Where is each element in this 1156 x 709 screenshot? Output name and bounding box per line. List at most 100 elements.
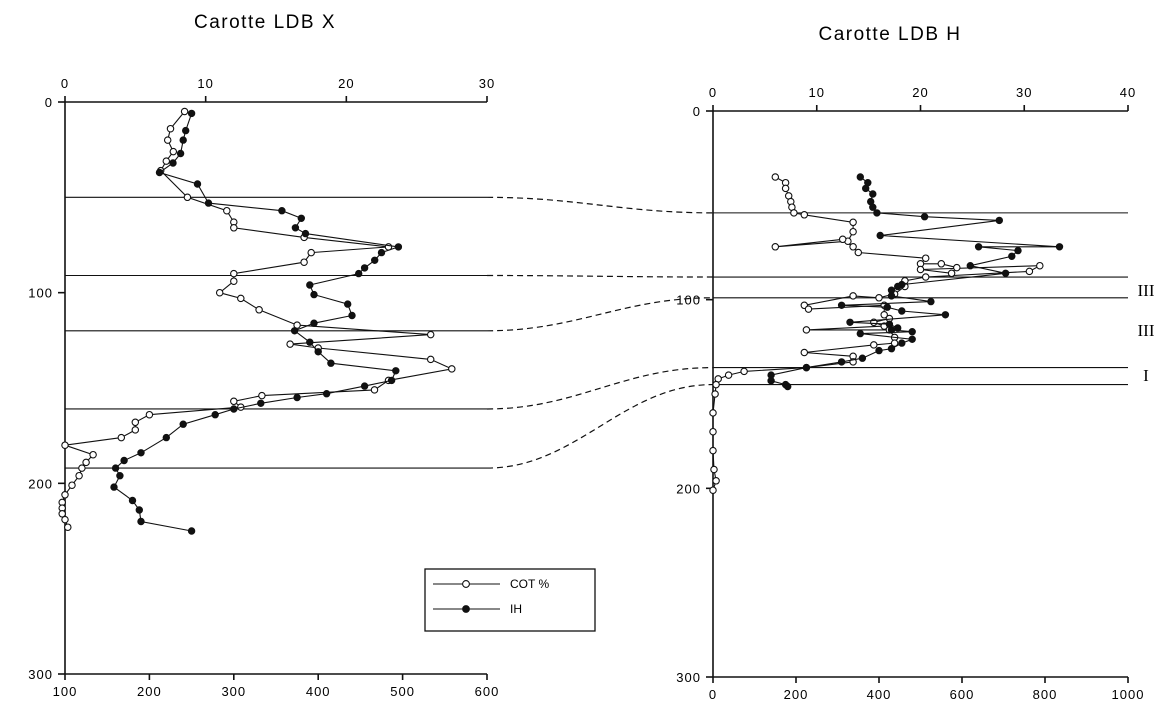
left-ih-point [355,269,363,278]
left-cot-point [300,258,308,266]
left-ih-point [211,411,219,419]
left-ih-point [111,464,120,472]
legend: COT % IH [424,568,596,632]
left-cot-point [166,124,175,133]
left-ih-point [169,159,177,167]
left-cot-point [58,510,66,518]
left-ih-point [278,207,286,215]
left-bottom-tick-label: 500 [390,684,415,699]
left-ih-point [176,149,185,158]
left-cot-point [61,491,69,499]
right-cot-point [880,311,888,319]
right-ih-point [767,377,775,385]
left-cot-point [426,355,435,364]
left-cot-point [237,294,245,303]
right-cot-point [709,427,717,436]
right-ih-point [894,324,902,332]
left-ih-point [322,390,331,398]
left-cot-point [183,193,192,202]
right-ih-point [1008,252,1016,260]
legend-marker [462,580,470,588]
left-cot-point [258,391,266,400]
left-ih-point [306,281,314,289]
right-ih-point [875,346,883,355]
left-bottom-tick-label: 300 [221,684,246,699]
right-ih-point [894,282,902,291]
right-cot-point [711,390,719,398]
right-cot-point [916,265,925,274]
right-ih-point [974,243,983,251]
right-cot-series-line [712,176,1041,491]
left-ih-point [162,433,171,442]
right-cot-point [947,269,956,278]
right-ih-point [966,262,974,270]
left-ih-point [290,327,299,335]
right-ih-point [846,318,854,326]
right-top-tick-label: 10 [809,85,825,100]
right-y-tick-label: 300 [676,670,701,685]
left-cot-point [426,330,435,339]
left-cot-point [64,523,72,531]
left-ih-point [230,405,238,413]
left-cot-point [61,515,69,524]
right-ih-point [856,173,864,181]
left-top-tick-label: 20 [338,76,354,91]
right-ih-point [941,311,950,319]
right-bottom-tick-label: 200 [784,687,809,702]
right-ih-point [802,363,811,372]
left-ih-point [348,311,356,320]
left-ih-point [182,126,190,135]
right-ih-point [908,328,916,336]
left-ih-point [394,243,403,251]
right-cot-point [771,173,780,181]
left-cot-point [68,481,76,489]
right-bottom-tick-label: 800 [1033,687,1058,702]
right-bottom-tick-label: 0 [709,687,717,702]
left-ih-point [179,136,187,144]
right-ih-point [876,231,884,240]
left-cot-point [286,340,294,348]
right-y-tick-label: 100 [676,293,701,308]
legend-label: COT % [510,577,549,591]
right-top-tick-label: 30 [1016,85,1032,100]
left-ih-point [327,359,335,367]
right-cot-point [854,248,863,257]
right-ih-point [887,292,896,300]
right-top-tick-label: 0 [709,85,717,100]
left-y-tick-label: 200 [28,476,53,491]
right-bottom-tick-label: 400 [867,687,892,702]
left-cot-point [75,471,83,480]
right-cot-point [800,348,809,357]
right-cot-point [740,367,748,376]
right-cot-point [771,243,780,251]
left-top-tick-label: 30 [479,76,495,91]
left-y-tick-label: 300 [28,667,53,682]
right-cot-point [1036,261,1044,270]
correlation-connectors [486,196,714,469]
right-cot-point [712,380,720,389]
left-ih-point [377,248,386,257]
right-top-tick-label: 20 [912,85,928,100]
right-cot-point [937,260,946,268]
right-ih-point [1001,269,1010,277]
right-ih-point [898,307,906,315]
left-cot-point [163,136,172,144]
right-cot-point [724,371,733,379]
left-ih-point [204,199,213,207]
legend-label: IH [510,602,522,616]
left-cot-point [89,450,97,459]
left-bottom-tick-label: 200 [137,684,162,699]
zone-label: I [1143,366,1149,385]
left-cot-point [230,277,238,285]
right-ih-point [1055,243,1064,251]
right-ih-point [927,297,935,306]
right-cot-point [875,294,883,302]
right-ih-point [869,190,877,198]
right-cot-point [709,446,717,455]
right-cot-point [849,227,857,236]
left-ih-point [314,348,322,356]
right-ih-point [1014,246,1022,255]
left-ih-point [193,180,202,188]
